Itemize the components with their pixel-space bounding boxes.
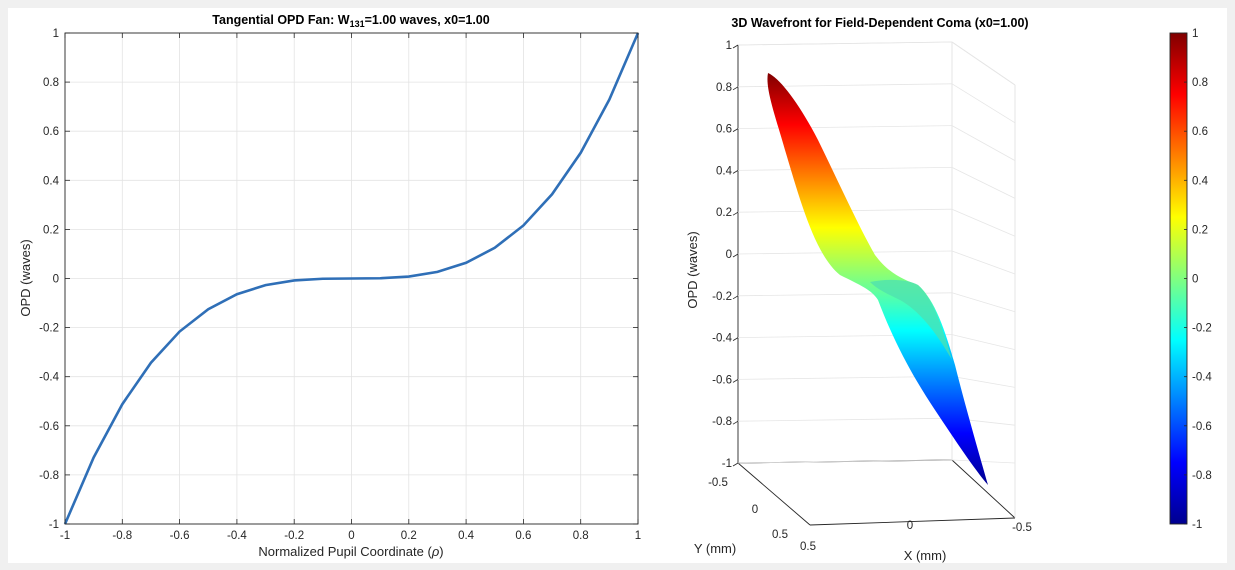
colorbar-tick-label: -1 bbox=[1192, 519, 1202, 531]
z-tick-label: 1 bbox=[726, 40, 732, 52]
z-tick-mark bbox=[732, 420, 739, 425]
y-tick-label: 0.8 bbox=[43, 77, 59, 89]
left-axes-box bbox=[64, 32, 639, 525]
x-tick: 0.5 bbox=[800, 541, 816, 553]
colorbar-tick-label: 1 bbox=[1192, 28, 1198, 40]
y-tick: 0.5 bbox=[772, 529, 788, 541]
left-x-axis-label: Normalized Pupil Coordinate (ρ) bbox=[258, 544, 443, 559]
3d-gridlines bbox=[737, 41, 1016, 464]
surface-fold bbox=[870, 279, 952, 360]
y-tick-label: -0.4 bbox=[39, 372, 59, 384]
z-gridline-side bbox=[951, 167, 1016, 199]
y-tick-label: -0.2 bbox=[39, 323, 59, 335]
z-tick-mark bbox=[732, 253, 739, 258]
z-tick-mark bbox=[732, 462, 739, 467]
z-tick-mark bbox=[732, 337, 739, 341]
x-tick-label: 0.4 bbox=[458, 530, 475, 542]
colorbar-tick-label: -0.8 bbox=[1192, 470, 1212, 482]
y-tick-label: 0.2 bbox=[43, 224, 59, 236]
3d-xy-ticks: 0.5 0 -0.5 -0.5 0 0.5 bbox=[708, 477, 1032, 553]
x-tick: 0 bbox=[907, 520, 913, 532]
y-tick-label: -0.8 bbox=[39, 470, 59, 482]
z-tick-label: -0.2 bbox=[712, 291, 732, 303]
z-gridline-side bbox=[951, 334, 1016, 350]
z-tick-mark bbox=[732, 44, 739, 49]
left-y-axis-label: OPD (waves) bbox=[18, 239, 33, 316]
z-gridline bbox=[737, 125, 953, 129]
z-ticks: -1 -0.8 -0.6 -0.4 -0.2 0 0.2 0.4 0.6 0.8 1 bbox=[712, 40, 739, 470]
opd-fan-curve bbox=[63, 32, 640, 525]
x-tick-label: 1 bbox=[635, 530, 641, 542]
y-tick-label: 0.6 bbox=[43, 126, 59, 138]
surface-sheet bbox=[767, 73, 988, 485]
z-gridline-side bbox=[951, 376, 1016, 388]
z-tick-mark bbox=[732, 86, 739, 91]
z-gridline-side bbox=[951, 208, 1016, 237]
z-gridline-side bbox=[951, 250, 1016, 275]
colorbar-tick-label: -0.6 bbox=[1192, 421, 1212, 433]
z-tick-label: 0.2 bbox=[716, 207, 732, 219]
wavefront-3d-plot: 3D Wavefront for Field-Dependent Coma (x… bbox=[685, 16, 1032, 563]
x-tick-label: 0 bbox=[348, 530, 354, 542]
z-tick-mark bbox=[732, 295, 739, 300]
tangential-opd-fan-plot: -1 -0.8 -0.6 -0.4 -0.2 0 0.2 0.4 0.6 0.8 1 -1 -0.8 -0… bbox=[18, 13, 641, 559]
colorbar-tick-label: 0.4 bbox=[1192, 175, 1209, 187]
z-tick-label: -0.4 bbox=[712, 333, 732, 345]
x-tick-label: -1 bbox=[60, 530, 70, 542]
x-tick-label: -0.8 bbox=[112, 530, 132, 542]
y-tick-label: 0 bbox=[53, 274, 59, 286]
x-tick: -0.5 bbox=[1012, 522, 1032, 534]
z-tick-mark bbox=[732, 379, 739, 383]
z-gridline-side bbox=[951, 41, 1016, 86]
x-tick-label: 0.8 bbox=[573, 530, 589, 542]
x-tick-label: 0.6 bbox=[515, 530, 531, 542]
x-tick-label: -0.4 bbox=[227, 530, 247, 542]
y-tick-label: -1 bbox=[49, 519, 59, 531]
left-ticks: -1 -0.8 -0.6 -0.4 -0.2 0 0.2 0.4 0.6 0.8 1 -1 -0.8 -0… bbox=[39, 28, 641, 542]
colorbar-tick-label: 0.6 bbox=[1192, 126, 1208, 138]
z-gridline bbox=[737, 167, 953, 171]
x-tick-label: -0.6 bbox=[170, 530, 190, 542]
colorbar-ticks: -1 -0.8 -0.6 -0.4 -0.2 0 0.2 0.4 0.6 0.8 1 bbox=[1184, 28, 1212, 531]
colorbar: -1 -0.8 -0.6 -0.4 -0.2 0 0.2 0.4 0.6 0.8 1 bbox=[1169, 28, 1212, 531]
x-tick-label: -0.2 bbox=[284, 530, 304, 542]
z-tick-label: 0 bbox=[726, 249, 732, 261]
y-tick-label: 0.4 bbox=[43, 175, 60, 187]
y-tick: -0.5 bbox=[708, 477, 728, 489]
y-tick: 0 bbox=[752, 504, 758, 516]
wavefront-surface bbox=[767, 73, 988, 485]
z-tick-label: 0.6 bbox=[716, 124, 732, 136]
z-tick-mark bbox=[732, 128, 739, 132]
left-plot-title: Tangential OPD Fan: W131=1.00 waves, x0=… bbox=[212, 13, 489, 29]
colorbar-tick-label: -0.2 bbox=[1192, 323, 1212, 335]
y-axis-label-3d: Y (mm) bbox=[694, 541, 736, 556]
z-tick-label: -1 bbox=[722, 458, 732, 470]
colorbar-tick-label: -0.4 bbox=[1192, 372, 1212, 384]
colorbar-tick-label: 0.2 bbox=[1192, 224, 1208, 236]
z-gridline bbox=[737, 41, 953, 46]
z-axis-label-3d: OPD (waves) bbox=[685, 231, 700, 308]
z-tick-mark bbox=[732, 211, 739, 216]
right-plot-title: 3D Wavefront for Field-Dependent Coma (x… bbox=[731, 16, 1028, 30]
x-axis-label-3d: X (mm) bbox=[904, 548, 947, 563]
z-tick-label: 0.8 bbox=[716, 82, 732, 94]
z-gridline-side bbox=[951, 83, 1016, 124]
y-tick-label: -0.6 bbox=[39, 421, 59, 433]
z-tick-label: -0.8 bbox=[712, 416, 732, 428]
z-tick-mark bbox=[732, 170, 739, 174]
x-tick-label: 0.2 bbox=[401, 530, 417, 542]
z-gridline-side bbox=[951, 125, 1016, 161]
colorbar-tick-label: 0.8 bbox=[1192, 77, 1208, 89]
z-gridline-side bbox=[951, 459, 1016, 464]
z-gridline-side bbox=[951, 292, 1016, 313]
y-tick-label: 1 bbox=[53, 28, 59, 40]
z-tick-label: -0.6 bbox=[712, 374, 732, 386]
z-tick-label: 0.4 bbox=[716, 165, 733, 177]
z-gridline bbox=[737, 459, 953, 464]
z-gridline bbox=[737, 417, 953, 422]
colorbar-tick-label: 0 bbox=[1192, 274, 1198, 286]
